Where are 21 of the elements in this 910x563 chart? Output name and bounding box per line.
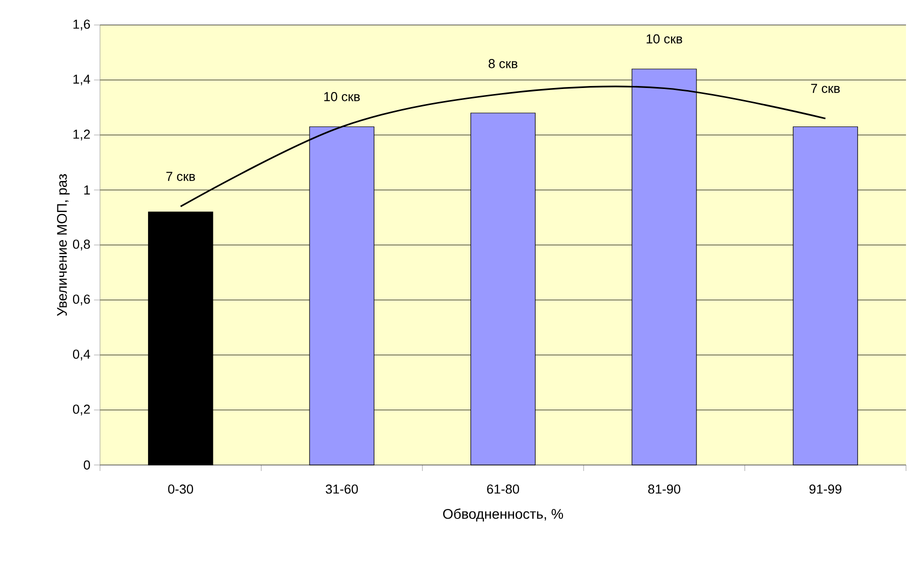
x-axis-title: Обводненность, % [443,508,564,522]
x-tick-label: 0-30 [168,484,194,494]
x-tick-label: 81-90 [648,484,680,494]
annotation: 8 скв [488,59,518,68]
y-axis-title: Увеличение МОП, раз [57,174,70,316]
y-tick-label: 1,4 [73,74,90,86]
y-tick-label: 0,4 [72,350,90,360]
y-tick-label: 1,2 [73,130,90,140]
x-tick-label: 61-80 [487,484,520,494]
y-tick-label: 0,6 [72,294,90,306]
y-tick-label: 1 [84,186,90,194]
x-tick-label: 31-60 [326,484,358,494]
y-tick-label: 0 [84,460,90,470]
annotation: 7 скв [811,84,840,93]
y-tick-label: 1,6 [73,20,90,30]
x-tick-label: 91-99 [809,484,842,494]
y-tick-label: 0,2 [72,404,90,416]
annotation: 10 скв [324,92,360,102]
y-tick-label: 0,8 [72,240,90,250]
annotation: 7 скв [166,172,195,181]
annotation: 10 скв [646,34,682,44]
